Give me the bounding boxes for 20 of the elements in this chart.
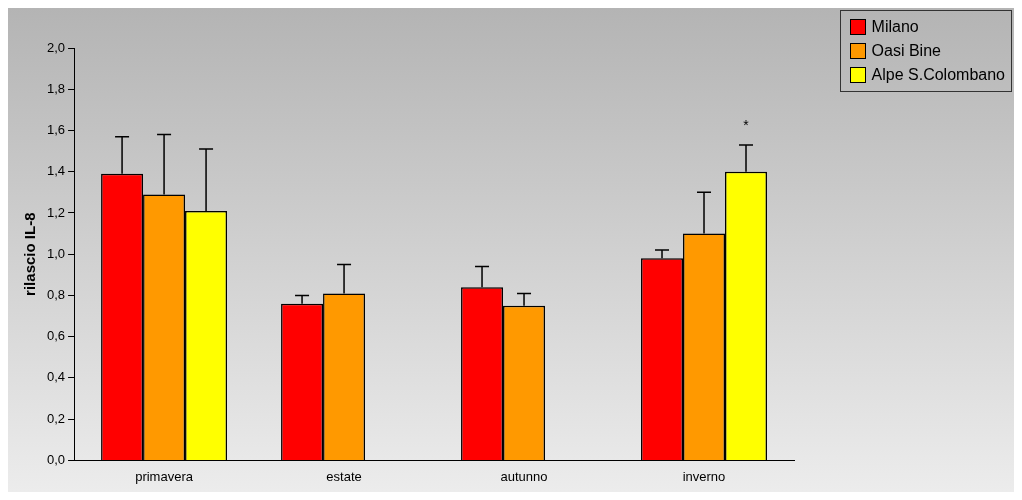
y-axis-title: rilascio IL-8 <box>21 212 39 296</box>
y-tick-label: 1,4 <box>46 163 66 179</box>
legend-label: Milano <box>871 18 919 36</box>
x-tick-label: inverno <box>682 468 726 484</box>
y-tick-label: 1,6 <box>46 122 66 138</box>
y-tick-label: 0,0 <box>46 451 66 467</box>
y-tick-label: 1,8 <box>46 80 66 96</box>
x-tick-label: primavera <box>135 468 194 484</box>
y-tick-label: 2,0 <box>46 39 66 55</box>
x-tick-label: autunno <box>500 468 548 484</box>
y-tick-label: 1,0 <box>46 245 66 261</box>
y-tick-label: 1,2 <box>46 204 66 220</box>
y-tick-label: 0,6 <box>46 328 66 344</box>
y-tick-label: 0,2 <box>46 410 66 426</box>
legend-label: Oasi Bine <box>871 42 941 60</box>
x-tick-label: estate <box>326 468 362 484</box>
legend-label: Alpe S.Colombano <box>871 66 1005 84</box>
y-tick-label: 0,8 <box>46 287 66 303</box>
annotation: * <box>743 116 750 133</box>
y-tick-label: 0,4 <box>46 369 66 385</box>
